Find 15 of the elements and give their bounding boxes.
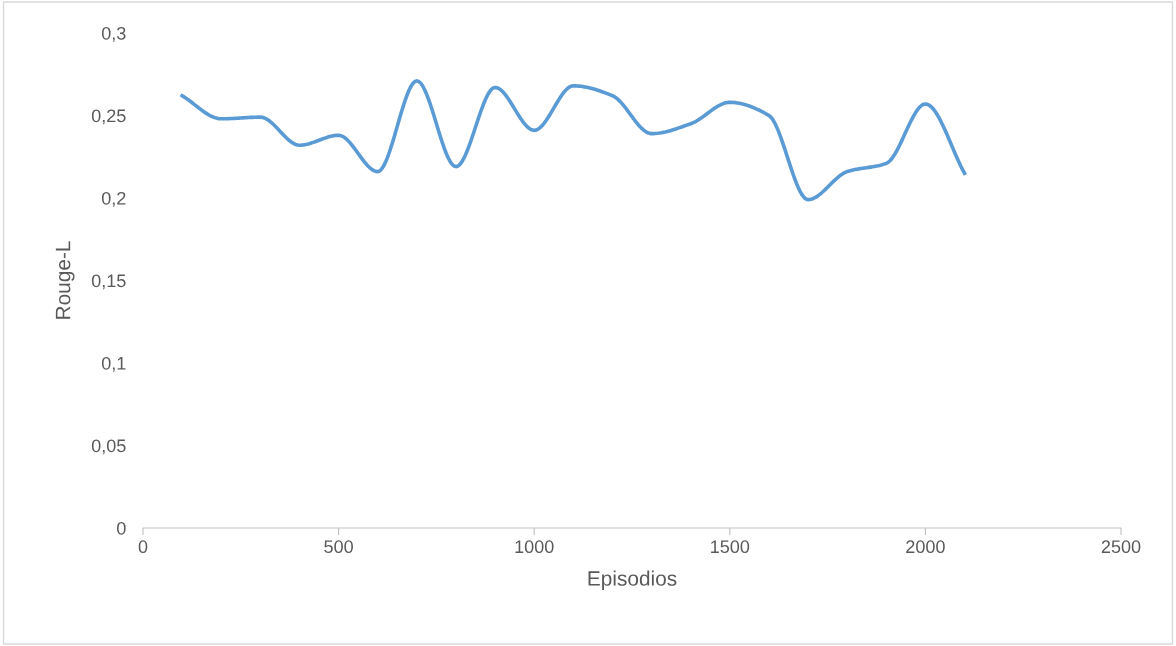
x-tick-label: 1000 <box>515 540 554 554</box>
x-tick-label: 2000 <box>906 540 945 554</box>
x-axis-title: Episodios <box>588 570 677 590</box>
x-tick-label: 500 <box>324 540 353 554</box>
y-tick-label: 0,1 <box>101 356 126 372</box>
x-tick-label: 1500 <box>711 540 750 554</box>
y-tick-label: 0,15 <box>91 274 126 290</box>
y-axis-title: Rouge-L <box>55 241 75 319</box>
y-tick-label: 0,25 <box>91 109 126 125</box>
x-tick-label: 0 <box>138 540 148 554</box>
y-tick-label: 0,05 <box>91 439 126 455</box>
y-tick-label: 0,3 <box>101 26 126 42</box>
x-tick-label: 2500 <box>1101 540 1141 554</box>
y-tick-label: 0,2 <box>101 191 126 207</box>
y-tick-label: 0 <box>117 521 126 535</box>
